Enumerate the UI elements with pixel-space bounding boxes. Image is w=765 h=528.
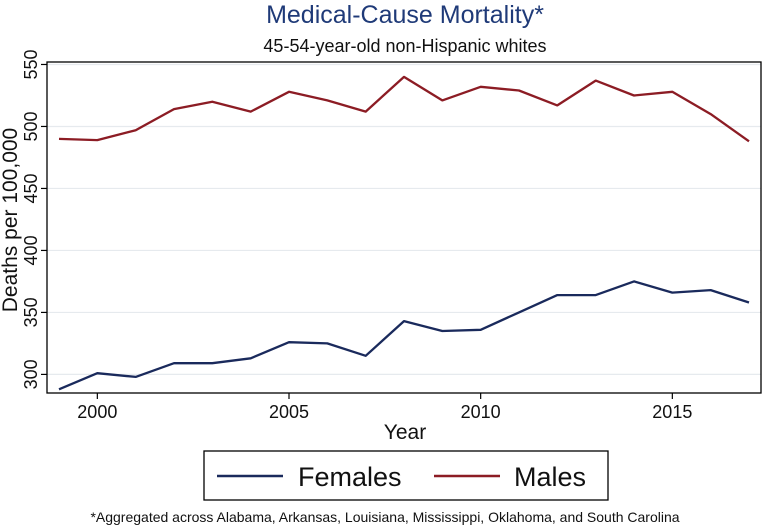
data-point-males: [709, 112, 713, 116]
legend-label-females: Females: [298, 462, 402, 492]
data-point-females: [440, 329, 444, 333]
data-point-females: [249, 356, 253, 360]
series-line-males: [58, 75, 750, 143]
data-point-females: [670, 291, 674, 295]
data-point-males: [555, 103, 559, 107]
chart-subtitle: 45-54-year-old non-Hispanic whites: [263, 36, 546, 56]
data-point-females: [134, 375, 138, 379]
data-point-females: [364, 354, 368, 358]
data-point-females: [402, 319, 406, 323]
data-point-males: [670, 90, 674, 94]
x-axis-title: Year: [384, 421, 426, 444]
y-tick-label: 500: [21, 111, 41, 141]
y-tick-label: 450: [21, 173, 41, 203]
data-point-males: [249, 110, 253, 114]
y-axis-title: Deaths per 100,000: [0, 128, 22, 312]
data-point-males: [747, 139, 751, 143]
data-point-females: [479, 328, 483, 332]
y-tick-label: 400: [21, 235, 41, 265]
data-point-males: [479, 85, 483, 89]
data-point-males: [172, 107, 176, 111]
data-point-females: [632, 279, 636, 283]
data-point-males: [287, 90, 291, 94]
data-point-males: [517, 89, 521, 93]
y-tick-label: 550: [21, 49, 41, 79]
data-point-females: [594, 293, 598, 297]
data-point-males: [402, 75, 406, 79]
data-point-females: [210, 361, 214, 365]
data-point-females: [517, 310, 521, 314]
data-point-males: [440, 98, 444, 102]
axis-ticks: 300 350 400 450 500 550 2000 2005 2010 2015: [21, 49, 692, 422]
data-point-males: [95, 138, 99, 142]
y-tick-label: 300: [21, 359, 41, 389]
data-point-females: [57, 387, 61, 391]
plot-frame: [46, 61, 762, 394]
gridlines: [47, 63, 761, 376]
series-line-females: [58, 280, 750, 391]
x-tick-label: 2015: [652, 402, 692, 422]
data-point-females: [325, 341, 329, 345]
x-tick-label: 2005: [269, 402, 309, 422]
data-point-females: [747, 301, 751, 305]
chart-title: Medical-Cause Mortality*: [266, 1, 544, 29]
data-point-males: [325, 98, 329, 102]
series-lines: [57, 75, 751, 391]
data-point-males: [632, 93, 636, 97]
y-tick-label: 350: [21, 297, 41, 327]
legend-label-males: Males: [514, 462, 586, 492]
data-point-males: [134, 128, 138, 132]
legend: Females Males: [217, 462, 586, 492]
data-point-females: [555, 293, 559, 297]
data-point-females: [287, 340, 291, 344]
data-point-females: [172, 361, 176, 365]
data-point-males: [594, 79, 598, 83]
footnote: *Aggregated across Alabama, Arkansas, Lo…: [90, 509, 679, 525]
data-point-males: [364, 110, 368, 114]
x-tick-label: 2010: [461, 402, 501, 422]
x-tick-label: 2000: [77, 402, 117, 422]
data-point-males: [57, 137, 61, 141]
data-point-males: [210, 100, 214, 104]
data-point-females: [709, 288, 713, 292]
data-point-females: [95, 371, 99, 375]
